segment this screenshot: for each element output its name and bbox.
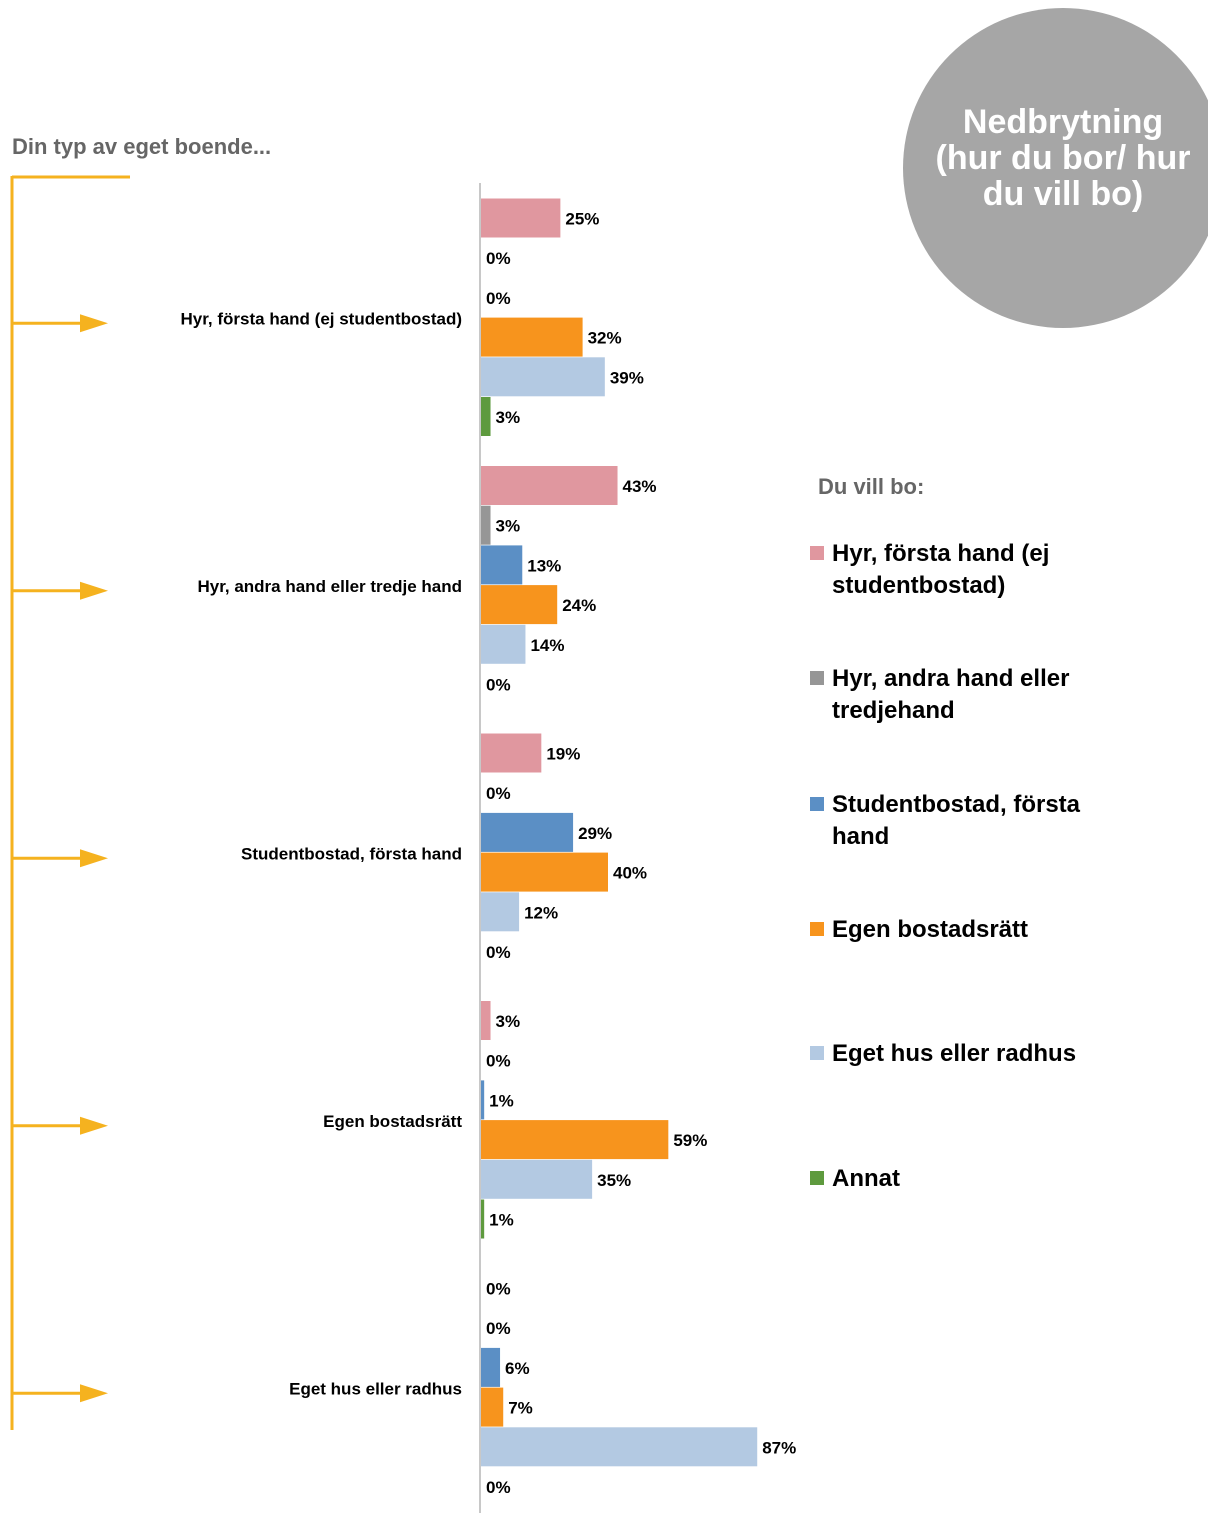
arrow-head: [80, 1116, 108, 1135]
value-label: 6%: [505, 1359, 530, 1378]
value-label: 39%: [610, 368, 644, 387]
legend-label: Egen bostadsrätt: [832, 916, 1029, 943]
value-label: 0%: [486, 1478, 511, 1497]
bar: [481, 1347, 501, 1387]
bar: [481, 545, 523, 585]
value-label: 19%: [546, 744, 580, 763]
legend-swatch: [810, 546, 824, 560]
bar: [481, 505, 491, 545]
value-label: 24%: [562, 596, 596, 615]
value-label: 59%: [673, 1131, 707, 1150]
legend-swatch: [810, 1046, 824, 1060]
value-label: 3%: [496, 517, 521, 536]
legend-swatch: [810, 922, 824, 936]
legend-swatch: [810, 671, 824, 685]
arrow-head: [80, 849, 108, 868]
value-label: 0%: [486, 943, 511, 962]
value-label: 0%: [486, 784, 511, 803]
legend-label: Hyr, första hand (ej studentbostad): [832, 540, 1050, 599]
category-label: Egen bostadsrätt: [323, 1112, 462, 1131]
value-label: 0%: [486, 1052, 511, 1071]
value-label: 87%: [762, 1438, 796, 1457]
bar: [481, 1387, 504, 1427]
bar: [481, 892, 520, 932]
bar: [481, 1080, 485, 1120]
value-label: 13%: [527, 556, 561, 575]
legend-label: Annat: [832, 1165, 900, 1192]
bar: [481, 466, 618, 505]
value-label: 43%: [623, 477, 657, 496]
value-label: 25%: [565, 209, 599, 228]
value-label: 0%: [486, 289, 511, 308]
value-label: 0%: [486, 1279, 511, 1298]
value-label: 0%: [486, 1319, 511, 1338]
value-label: 1%: [489, 1210, 514, 1229]
badge-circle: [903, 8, 1208, 328]
bar: [481, 1159, 593, 1199]
value-label: 29%: [578, 824, 612, 843]
value-label: 3%: [496, 1012, 521, 1031]
badge-text: Nedbrytning (hur du bor/ hur du vill bo): [935, 103, 1191, 213]
bar: [481, 1199, 485, 1239]
bar: [481, 317, 583, 357]
legend-swatch: [810, 1171, 824, 1185]
bar: [481, 198, 561, 238]
value-label: 32%: [588, 329, 622, 348]
bar: [481, 812, 574, 852]
arrow-head: [80, 1384, 108, 1403]
bar: [481, 1427, 758, 1467]
legend-swatch: [810, 797, 824, 811]
bar: [481, 1001, 491, 1040]
category-label: Studentbostad, första hand: [241, 845, 462, 864]
bar: [481, 397, 491, 436]
bar: [481, 733, 542, 773]
page-title: Din typ av eget boende...: [12, 134, 272, 159]
bar: [481, 585, 558, 625]
bar: [481, 1120, 669, 1160]
category-label: Hyr, första hand (ej studentbostad): [181, 310, 462, 329]
value-label: 14%: [530, 636, 564, 655]
value-label: 0%: [486, 675, 511, 694]
arrow-head: [80, 314, 108, 333]
value-label: 35%: [597, 1171, 631, 1190]
category-label: Hyr, andra hand eller tredje hand: [197, 577, 462, 596]
bar: [481, 852, 608, 892]
arrow-head: [80, 581, 108, 600]
value-label: 3%: [496, 408, 521, 427]
legend-label: Hyr, andra hand eller tredjehand: [832, 665, 1070, 724]
legend-title: Du vill bo:: [818, 474, 925, 499]
value-label: 7%: [508, 1399, 533, 1418]
legend-label: Eget hus eller radhus: [832, 1040, 1077, 1067]
bar: [481, 357, 605, 397]
legend-label: Studentbostad, första hand: [832, 791, 1081, 850]
category-label: Eget hus eller radhus: [289, 1380, 462, 1399]
bar: [481, 624, 526, 664]
value-label: 12%: [524, 903, 558, 922]
value-label: 0%: [486, 249, 511, 268]
value-label: 40%: [613, 864, 647, 883]
value-label: 1%: [489, 1091, 514, 1110]
